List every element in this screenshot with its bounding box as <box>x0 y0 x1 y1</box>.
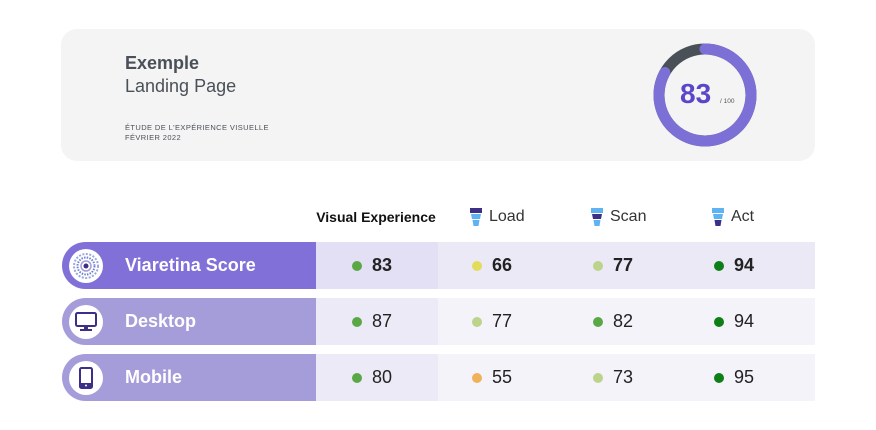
score-load: 77 <box>472 298 512 345</box>
report-subtitle: ÉTUDE DE L'EXPÉRIENCE VISUELLE <box>125 123 269 132</box>
column-header-scan: Scan <box>591 201 646 233</box>
column-header-scan-label: Scan <box>610 208 647 225</box>
cell-bg <box>438 298 815 345</box>
score-gauge: 83 / 100 <box>652 42 758 148</box>
score-visual-experience: 87 <box>352 298 392 345</box>
score-value: 77 <box>492 311 513 331</box>
status-dot <box>593 260 603 271</box>
status-dot <box>472 372 482 383</box>
row-label: Viaretina Score <box>125 255 256 275</box>
score-scan: 73 <box>593 354 633 401</box>
score-value: 82 <box>613 311 634 331</box>
table-row-mobile: Mobile 80 55 73 95 <box>62 354 815 401</box>
status-dot <box>714 260 724 271</box>
score-value: 87 <box>372 311 393 331</box>
score-value: 83 <box>372 255 393 275</box>
funnel-scan-icon <box>591 208 603 226</box>
score-value: 95 <box>734 367 755 387</box>
cell-bg <box>438 242 815 289</box>
score-visual-experience: 80 <box>352 354 392 401</box>
score-act: 94 <box>714 298 754 345</box>
cell-bg <box>316 354 438 401</box>
score-value: 66 <box>492 255 513 275</box>
gauge-ring-icon <box>653 43 757 147</box>
status-dot <box>593 316 603 327</box>
score-load: 55 <box>472 354 512 401</box>
status-dot <box>714 372 724 383</box>
score-value: 77 <box>613 255 634 275</box>
gauge-score: 83 <box>680 78 712 109</box>
smartphone-icon <box>69 360 103 395</box>
status-dot <box>352 316 362 327</box>
funnel-act-icon <box>712 208 724 226</box>
row-label: Desktop <box>125 311 197 331</box>
score-scan: 77 <box>593 242 633 289</box>
eye-target-icon <box>69 248 103 283</box>
column-header-load-label: Load <box>489 208 525 225</box>
cell-bg <box>438 354 815 401</box>
funnel-load-icon <box>470 208 482 226</box>
row-label-band: Mobile <box>62 354 316 401</box>
row-label: Mobile <box>125 367 182 387</box>
column-header-act-label: Act <box>731 208 755 225</box>
score-value: 80 <box>372 367 393 387</box>
status-dot <box>472 260 482 271</box>
column-header-load: Load <box>470 201 525 233</box>
column-header-visual-experience: Visual Experience <box>316 208 436 225</box>
report-title-bold: Exemple <box>125 53 200 73</box>
table-row-viaretina-score: Viaretina Score 83 66 77 94 <box>62 242 815 289</box>
score-value: 73 <box>613 367 634 387</box>
row-label-band: Viaretina Score <box>62 242 316 289</box>
score-visual-experience: 83 <box>352 242 392 289</box>
status-dot <box>352 260 362 271</box>
monitor-icon <box>69 304 103 339</box>
status-dot <box>472 316 482 327</box>
status-dot <box>352 372 362 383</box>
score-scan: 82 <box>593 298 633 345</box>
gauge-max: / 100 <box>720 98 735 105</box>
report-title: Landing Page <box>125 76 237 96</box>
score-act: 94 <box>714 242 754 289</box>
score-value: 94 <box>734 311 755 331</box>
score-load: 66 <box>472 242 512 289</box>
score-value: 55 <box>492 367 513 387</box>
report-date: FÉVRIER 2022 <box>125 133 182 142</box>
table-row-desktop: Desktop 87 77 82 94 <box>62 298 815 345</box>
score-value: 94 <box>734 255 755 275</box>
cell-bg <box>316 242 438 289</box>
report-header-card: Exemple Landing Page ÉTUDE DE L'EXPÉRIEN… <box>61 29 815 161</box>
status-dot <box>593 372 603 383</box>
status-dot <box>714 316 724 327</box>
cell-bg <box>316 298 438 345</box>
row-label-band: Desktop <box>62 298 316 345</box>
score-act: 95 <box>714 354 754 401</box>
column-header-act: Act <box>712 201 754 233</box>
